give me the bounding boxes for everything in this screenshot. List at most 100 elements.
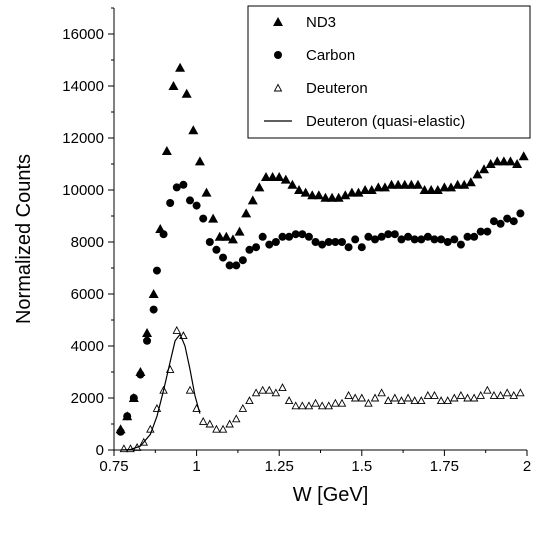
data-point (437, 235, 446, 244)
data-point (238, 403, 248, 412)
data-point (205, 238, 214, 246)
data-point (287, 179, 298, 189)
data-point (465, 177, 476, 187)
data-point (214, 231, 225, 241)
data-point (386, 179, 397, 189)
data-point (357, 393, 367, 402)
x-tick-label: 1 (192, 458, 200, 475)
data-point (485, 159, 496, 168)
data-point (166, 199, 175, 207)
data-point (139, 437, 148, 446)
data-point (245, 396, 254, 405)
legend-label: Deuteron (306, 80, 368, 97)
data-point (496, 219, 505, 228)
data-point (225, 419, 234, 428)
data-point (397, 396, 406, 405)
y-tick-label: 16000 (62, 26, 104, 43)
y-axis-ticks: 0 2000 4000 6000 8000 10000 12000 14000 16000 (62, 7, 114, 459)
data-point (148, 289, 159, 298)
data-point (142, 328, 153, 337)
data-point (172, 325, 182, 334)
y-tick-label: 8000 (71, 234, 104, 251)
data-point (496, 390, 505, 399)
data-point (479, 164, 490, 174)
data-point (452, 179, 463, 189)
data-point (265, 385, 274, 394)
data-point (298, 230, 307, 239)
data-point (251, 388, 261, 397)
data-point (509, 390, 519, 399)
y-tick-label: 12000 (62, 130, 104, 147)
data-point (123, 412, 132, 421)
legend: ND3 Carbon Deuteron Deuteron (quasi-elastic… (247, 5, 531, 139)
data-point (333, 192, 344, 202)
data-point (181, 88, 192, 98)
y-tick-label: 6000 (71, 286, 104, 303)
data-point (298, 401, 307, 410)
data-point (406, 179, 417, 189)
data-point (129, 394, 138, 402)
data-point (469, 393, 479, 402)
x-tick-label: 1.75 (430, 458, 459, 475)
data-point (260, 172, 271, 181)
data-point (280, 174, 291, 184)
data-point (351, 235, 360, 244)
data-point (185, 196, 194, 205)
data-point (327, 192, 338, 202)
data-point (311, 238, 320, 246)
data-point (512, 159, 523, 168)
data-point (404, 232, 413, 241)
data-point (175, 62, 186, 72)
data-point (370, 393, 380, 402)
data-point (463, 393, 472, 402)
data-point (377, 232, 386, 241)
data-point (360, 185, 371, 194)
data-point (320, 192, 331, 202)
legend-label: Deuteron (quasi-elastic) (306, 113, 465, 130)
data-point (179, 180, 188, 189)
data-point (198, 416, 208, 425)
data-point (450, 393, 459, 402)
data-point (225, 261, 234, 270)
data-point (258, 232, 267, 241)
data-point (278, 232, 287, 241)
data-point (219, 253, 228, 262)
data-point (227, 234, 238, 244)
data-point (426, 185, 437, 194)
data-point (313, 190, 324, 200)
data-point (194, 156, 205, 166)
data-point (205, 419, 215, 428)
legend-marker (273, 17, 283, 26)
data-point (254, 182, 265, 192)
data-point (199, 214, 208, 223)
data-point (152, 266, 161, 275)
data-point (331, 398, 340, 407)
x-tick-label: 0.75 (99, 458, 128, 475)
data-point (443, 396, 452, 405)
data-point (149, 305, 158, 314)
data-point (459, 179, 470, 189)
data-point (267, 172, 278, 181)
series-line (120, 333, 201, 451)
legend-item: Carbon (274, 47, 355, 64)
data-point (271, 238, 280, 246)
data-point (192, 201, 201, 210)
data-point (201, 187, 212, 197)
data-point (232, 261, 241, 270)
data-point (446, 182, 457, 192)
data-point (278, 383, 287, 392)
data-point (383, 396, 393, 405)
data-point (324, 238, 333, 246)
data-point (419, 185, 430, 194)
data-point (450, 235, 459, 244)
data-point (208, 213, 219, 223)
data-point (373, 182, 384, 192)
series-4 (120, 333, 201, 451)
data-point (456, 390, 466, 399)
data-point (291, 401, 300, 410)
data-point (185, 385, 195, 394)
data-point (212, 245, 221, 254)
data-point (179, 331, 188, 340)
data-point (212, 424, 221, 433)
